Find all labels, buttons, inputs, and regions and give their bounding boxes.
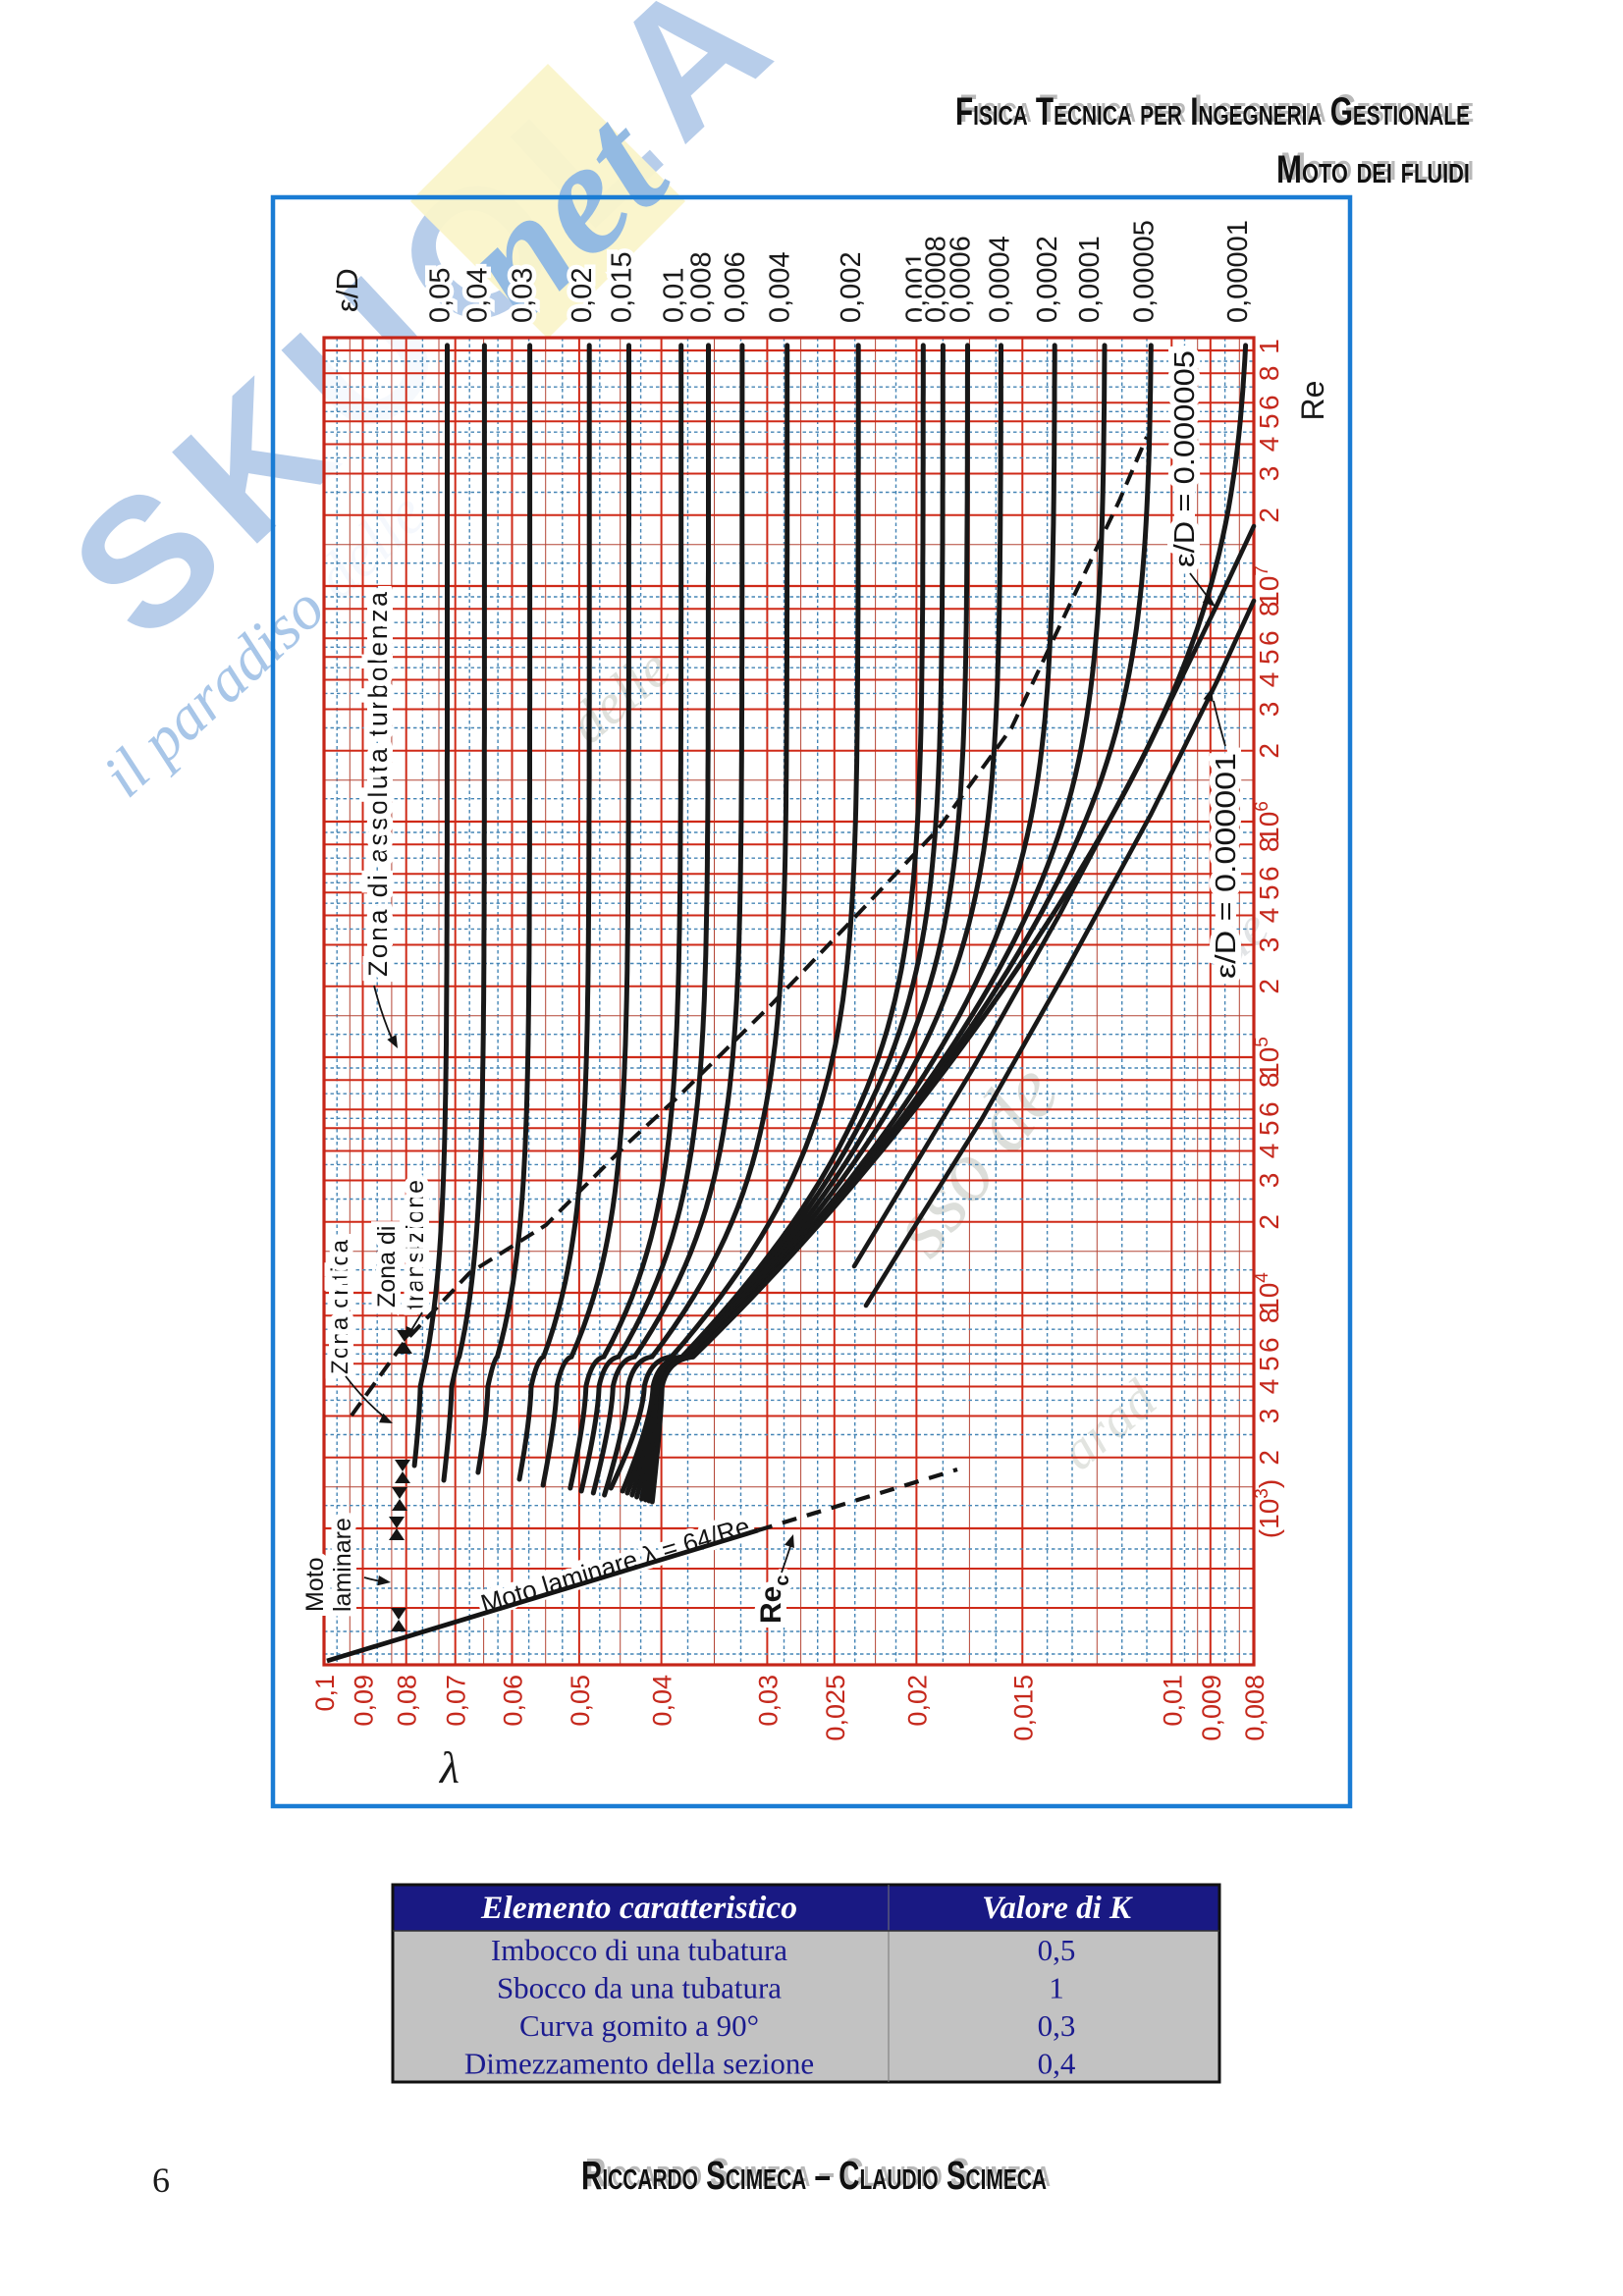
svg-text:Zona di: Zona di <box>373 1226 401 1308</box>
svg-text:Riccardo Scimeca – Claudio Sci: Riccardo Scimeca – Claudio Scimeca <box>585 2150 1051 2195</box>
svg-text:Valore di K: Valore di K <box>982 1891 1133 1926</box>
svg-text:1: 1 <box>1049 1971 1064 2005</box>
svg-text:0,05: 0,05 <box>566 1675 595 1727</box>
svg-text:0,02: 0,02 <box>567 268 598 323</box>
svg-text:(103): (103) <box>1252 1479 1284 1538</box>
svg-text:0,09: 0,09 <box>350 1675 379 1727</box>
svg-text:5: 5 <box>1254 649 1284 665</box>
svg-text:8: 8 <box>1254 602 1284 617</box>
svg-text:Fisica Tecnica per Ingegneria: Fisica Tecnica per Ingegneria Gestionale <box>959 87 1474 131</box>
svg-text:3: 3 <box>1254 466 1284 482</box>
svg-text:Moto dei fluidi: Moto dei fluidi <box>1276 148 1470 191</box>
svg-text:0,015: 0,015 <box>607 251 638 323</box>
svg-text:Zona critica: Zona critica <box>327 1239 353 1374</box>
svg-text:4: 4 <box>1254 908 1284 924</box>
svg-text:ε/D = 0.000005: ε/D = 0.000005 <box>1169 350 1201 567</box>
svg-text:0,01: 0,01 <box>1158 1675 1187 1727</box>
svg-text:0,00005: 0,00005 <box>1128 220 1160 323</box>
svg-text:0,0001: 0,0001 <box>1074 236 1106 323</box>
svg-text:2: 2 <box>1254 1450 1284 1466</box>
svg-text:2: 2 <box>1254 1214 1284 1230</box>
svg-text:5: 5 <box>1254 413 1284 429</box>
svg-text:6: 6 <box>1254 395 1284 410</box>
svg-text:Moto dei fluidi: Moto dei fluidi <box>1280 145 1474 188</box>
svg-text:4: 4 <box>1254 437 1284 453</box>
svg-text:6: 6 <box>1254 630 1284 646</box>
svg-text:0,001: 0,001 <box>900 251 932 323</box>
svg-text:4: 4 <box>1254 672 1284 688</box>
svg-text:0,01: 0,01 <box>659 268 690 323</box>
svg-text:0,015: 0,015 <box>1008 1675 1038 1741</box>
svg-text:8: 8 <box>1254 366 1284 382</box>
svg-text:3: 3 <box>1254 702 1284 718</box>
svg-text:4: 4 <box>1254 1144 1284 1159</box>
svg-text:1: 1 <box>1254 339 1284 354</box>
svg-text:Curva gomito a 90°: Curva gomito a 90° <box>519 2008 759 2043</box>
svg-text:5: 5 <box>1254 1120 1284 1136</box>
svg-text:5: 5 <box>1254 1356 1284 1371</box>
svg-text:5: 5 <box>1254 884 1284 900</box>
svg-text:0,3: 0,3 <box>1038 2008 1076 2043</box>
svg-text:0,06: 0,06 <box>499 1675 528 1727</box>
svg-text:3: 3 <box>1254 1409 1284 1424</box>
svg-text:105: 105 <box>1252 1037 1284 1078</box>
svg-text:6: 6 <box>1254 866 1284 881</box>
svg-text:Re: Re <box>1295 381 1330 421</box>
svg-text:0,002: 0,002 <box>836 251 867 323</box>
svg-text:λ: λ <box>438 1742 460 1792</box>
svg-text:Fisica Tecnica per Ingegneria: Fisica Tecnica per Ingegneria Gestionale <box>955 90 1470 133</box>
svg-text:0,07: 0,07 <box>442 1675 471 1727</box>
svg-text:Riccardo Scimeca – Claudio Sci: Riccardo Scimeca – Claudio Scimeca <box>581 2153 1047 2198</box>
svg-text:Dimezzamento della sezione: Dimezzamento della sezione <box>464 2047 814 2081</box>
svg-text:2: 2 <box>1254 743 1284 759</box>
svg-text:4: 4 <box>1254 1379 1284 1395</box>
svg-text:0,03: 0,03 <box>508 268 539 323</box>
svg-text:0,05: 0,05 <box>425 268 457 323</box>
svg-text:0,04: 0,04 <box>648 1675 677 1727</box>
svg-text:0,03: 0,03 <box>753 1675 783 1727</box>
svg-text:0,025: 0,025 <box>821 1675 850 1741</box>
svg-text:6: 6 <box>1254 1337 1284 1353</box>
svg-text:6: 6 <box>1254 1101 1284 1117</box>
svg-text:0,02: 0,02 <box>902 1675 932 1727</box>
svg-text:Sbocco da una tubatura: Sbocco da una tubatura <box>497 1971 782 2005</box>
svg-text:0,004: 0,004 <box>765 251 796 323</box>
svg-text:ε/D = 0.000001: ε/D = 0.000001 <box>1211 753 1242 979</box>
svg-text:0,0002: 0,0002 <box>1032 236 1063 323</box>
svg-text:6: 6 <box>152 2161 170 2200</box>
svg-text:ε/D: ε/D <box>330 268 364 312</box>
svg-text:3: 3 <box>1254 1173 1284 1189</box>
svg-text:8: 8 <box>1254 1308 1284 1324</box>
svg-text:0,4: 0,4 <box>1038 2047 1076 2081</box>
svg-text:0,00001: 0,00001 <box>1222 220 1254 323</box>
svg-text:2: 2 <box>1254 979 1284 994</box>
svg-text:transizione: transizione <box>402 1180 429 1309</box>
svg-text:0,1: 0,1 <box>310 1675 340 1712</box>
svg-text:0,04: 0,04 <box>461 268 493 323</box>
svg-text:2: 2 <box>1254 507 1284 523</box>
svg-text:Moto: Moto <box>301 1557 329 1612</box>
svg-text:Elemento caratteristico: Elemento caratteristico <box>480 1891 797 1926</box>
svg-text:8: 8 <box>1254 837 1284 853</box>
svg-text:Imbocco di una tubatura: Imbocco di una tubatura <box>491 1933 787 1967</box>
svg-text:0,08: 0,08 <box>393 1675 422 1727</box>
svg-text:0,0008: 0,0008 <box>920 236 951 323</box>
svg-text:laminare: laminare <box>329 1518 356 1612</box>
svg-text:8: 8 <box>1254 1073 1284 1089</box>
svg-text:0,0004: 0,0004 <box>985 236 1016 323</box>
svg-text:Zona di assoluta turbolenza: Zona di assoluta turbolenza <box>363 591 393 977</box>
svg-text:0,009: 0,009 <box>1197 1675 1226 1741</box>
svg-text:0,008: 0,008 <box>686 251 718 323</box>
svg-text:0,0006: 0,0006 <box>946 236 977 323</box>
svg-text:0,008: 0,008 <box>1240 1675 1270 1741</box>
svg-text:0,5: 0,5 <box>1038 1933 1076 1967</box>
svg-text:0,006: 0,006 <box>720 251 751 323</box>
svg-text:3: 3 <box>1254 937 1284 953</box>
